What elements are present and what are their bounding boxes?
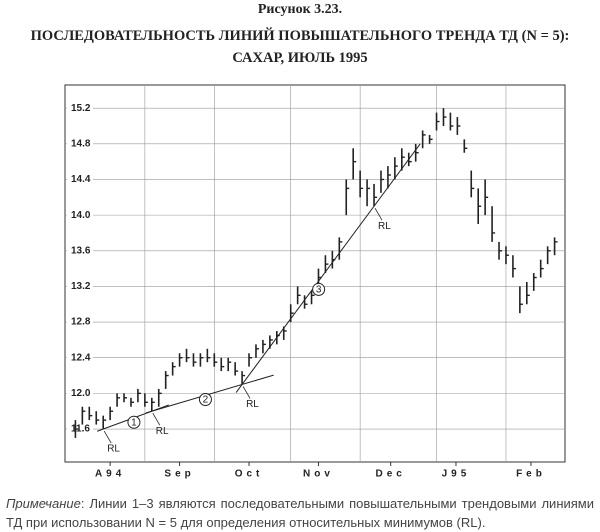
trend-label: 3 xyxy=(316,285,322,296)
trend-line xyxy=(145,374,274,414)
y-tick-label: 12.4 xyxy=(71,352,91,363)
note-text: : Линии 1–3 являются последовательными п… xyxy=(6,496,594,530)
tick-label-bg xyxy=(67,101,93,116)
note-label: Примечание xyxy=(6,496,81,511)
trend-label: 2 xyxy=(203,395,209,406)
rl-label: RL xyxy=(378,221,391,232)
tick-label-bg xyxy=(67,315,93,330)
trend-label: 1 xyxy=(131,417,137,428)
trend-label-circle xyxy=(198,392,212,406)
rl-label: RL xyxy=(156,426,169,437)
rl-pointer xyxy=(152,412,161,426)
rl-label: RL xyxy=(246,399,259,410)
rl-pointer xyxy=(374,208,383,221)
y-tick-label: 11.6 xyxy=(71,424,90,435)
tick-label-bg xyxy=(67,243,93,258)
chart-title: ПОСЛЕДОВАТЕЛЬНОСТЬ ЛИНИЙ ПОВЫШАТЕЛЬНОГО … xyxy=(30,28,570,44)
chart-title: САХАР, ИЮЛЬ 1995 xyxy=(232,50,368,66)
y-tick-label: 14.4 xyxy=(71,174,91,185)
trend-line xyxy=(235,143,421,393)
y-tick-label: 14.0 xyxy=(71,210,91,221)
chart: 11.6 12.0 12.4 12.8 13.2 13.6 14.0 14.4 14.8 15.2… xyxy=(64,84,566,480)
y-tick-label: 14.8 xyxy=(71,138,91,149)
rl-pointer xyxy=(103,430,112,444)
x-tick-label: Sep xyxy=(164,469,194,480)
tick-label-bg xyxy=(67,279,93,294)
x-tick-label: Nov xyxy=(303,469,334,480)
y-tick-label: 13.6 xyxy=(71,245,91,256)
x-tick-label: J95 xyxy=(442,469,471,480)
trend-label-circle xyxy=(127,415,141,429)
plot-frame xyxy=(64,84,566,463)
y-tick-label: 15.2 xyxy=(71,103,91,114)
tick-label-bg xyxy=(67,208,93,223)
tick-label-bg xyxy=(67,172,93,187)
note: Примечание: Линии 1–3 являются последова… xyxy=(6,494,594,532)
x-tick-label: Oct xyxy=(235,469,264,480)
tick-label-bg xyxy=(67,422,93,437)
rl-pointer xyxy=(242,386,251,399)
x-tick-label: A94 xyxy=(95,469,125,480)
rl-label: RL xyxy=(107,444,120,455)
figure-label: Рисунок 3.23. xyxy=(257,2,343,17)
y-tick-label: 12.0 xyxy=(71,388,91,399)
y-tick-label: 13.2 xyxy=(71,281,91,292)
tick-label-bg xyxy=(67,350,93,365)
trend-label-circle xyxy=(312,282,326,296)
x-tick-label: Dec xyxy=(376,469,406,480)
y-tick-label: 12.8 xyxy=(71,317,91,328)
tick-label-bg xyxy=(67,386,93,401)
x-tick-label: Feb xyxy=(516,469,546,480)
tick-label-bg xyxy=(67,136,93,151)
